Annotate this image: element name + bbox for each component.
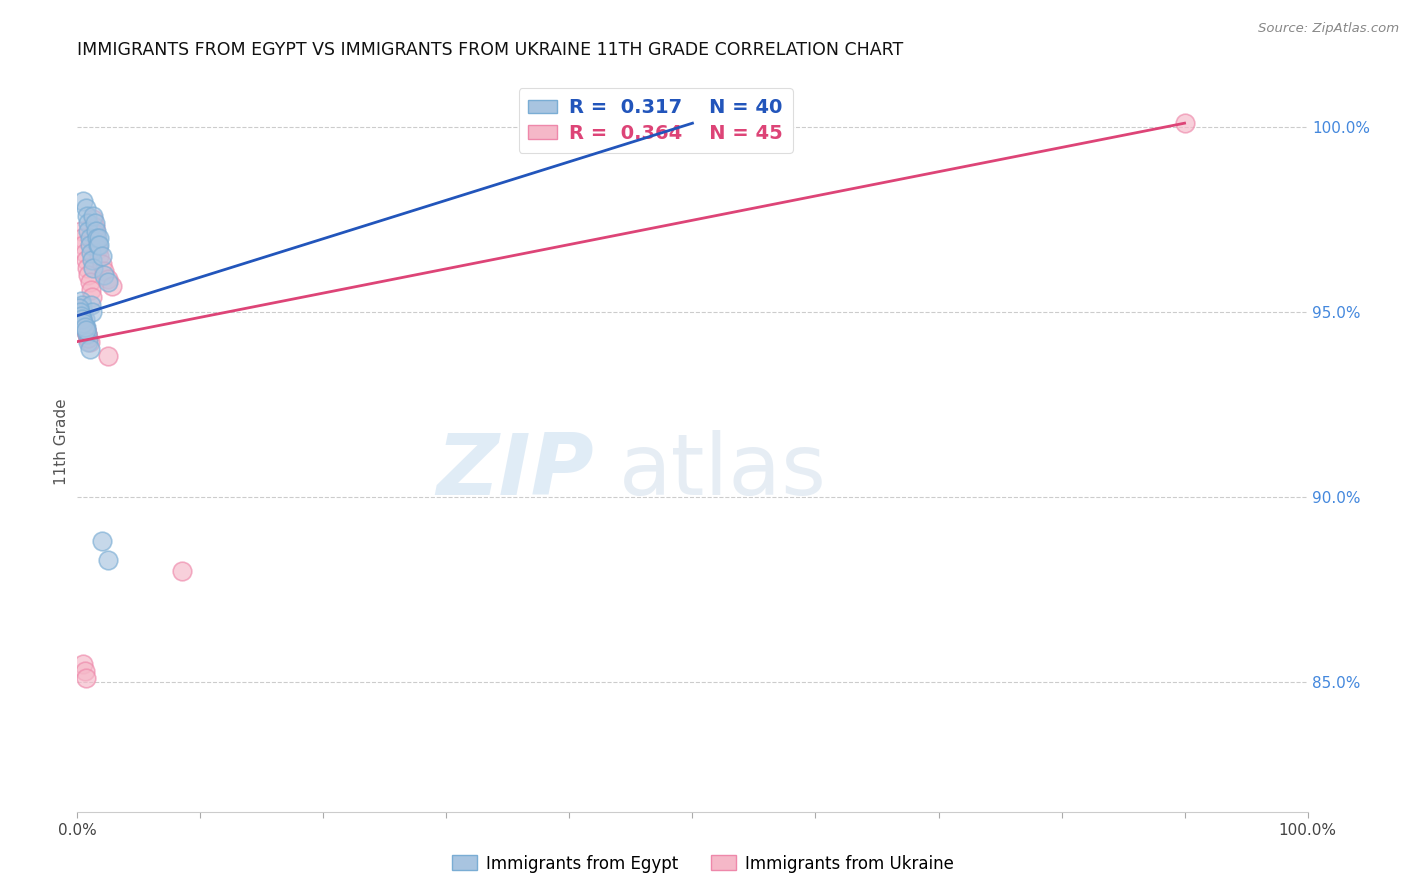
Point: [75, 253, 97, 268]
Point: [77, 216, 100, 230]
Point: [70, 309, 93, 323]
Point: [69, 305, 91, 319]
Point: [70, 312, 93, 326]
Point: [76, 327, 98, 342]
Point: [76, 209, 98, 223]
Point: [67, 301, 90, 316]
Point: [86, 235, 108, 249]
Point: [79, 231, 101, 245]
Point: [75, 323, 97, 337]
Point: [70, 223, 93, 237]
Point: [70, 297, 93, 311]
Point: [76, 260, 98, 275]
Point: [75, 202, 97, 216]
Point: [97, 276, 120, 290]
Point: [86, 231, 108, 245]
Point: [77, 331, 100, 345]
Point: [76, 327, 98, 342]
Point: [72, 305, 94, 319]
Point: [70, 231, 93, 245]
Point: [73, 245, 96, 260]
Point: [75, 323, 97, 337]
Point: [72, 316, 94, 330]
Point: [73, 312, 96, 326]
Point: [75, 672, 97, 686]
Point: [69, 305, 91, 319]
Point: [72, 238, 94, 252]
Point: [73, 319, 96, 334]
Point: [97, 271, 120, 285]
Point: [72, 657, 94, 671]
Point: [82, 209, 104, 223]
Point: [82, 290, 104, 304]
Point: [67, 301, 90, 316]
Point: [84, 227, 107, 242]
Y-axis label: 11th Grade: 11th Grade: [53, 398, 69, 485]
Point: [1174, 116, 1197, 130]
Point: [93, 268, 115, 282]
Point: [82, 305, 104, 319]
Point: [67, 301, 90, 316]
Point: [70, 309, 93, 323]
Point: [69, 305, 91, 319]
Point: [89, 238, 111, 252]
Text: atlas: atlas: [619, 430, 827, 513]
Text: IMMIGRANTS FROM EGYPT VS IMMIGRANTS FROM UKRAINE 11TH GRADE CORRELATION CHART: IMMIGRANTS FROM EGYPT VS IMMIGRANTS FROM…: [77, 41, 904, 59]
Point: [72, 316, 94, 330]
Point: [83, 216, 105, 230]
Point: [73, 319, 96, 334]
Point: [82, 260, 104, 275]
Point: [77, 334, 100, 349]
Text: Source: ZipAtlas.com: Source: ZipAtlas.com: [1258, 22, 1399, 36]
Point: [87, 238, 110, 252]
Point: [70, 312, 93, 326]
Legend: R =  0.317    N = 40, R =  0.364    N = 45: R = 0.317 N = 40, R = 0.364 N = 45: [519, 88, 793, 153]
Point: [80, 297, 103, 311]
Point: [101, 279, 124, 293]
Point: [90, 257, 114, 271]
Point: [77, 223, 100, 237]
Point: [70, 293, 93, 308]
Point: [72, 194, 94, 208]
Text: ZIP: ZIP: [436, 430, 595, 513]
Legend: Immigrants from Egypt, Immigrants from Ukraine: Immigrants from Egypt, Immigrants from U…: [446, 848, 960, 880]
Point: [97, 350, 120, 364]
Point: [70, 312, 93, 326]
Point: [83, 219, 105, 234]
Point: [79, 342, 101, 356]
Point: [87, 242, 110, 256]
Point: [79, 334, 101, 349]
Point: [90, 534, 114, 549]
Point: [79, 238, 101, 252]
Point: [82, 253, 104, 268]
Point: [77, 268, 100, 282]
Point: [77, 331, 100, 345]
Point: [84, 223, 107, 237]
Point: [82, 212, 104, 227]
Point: [79, 276, 101, 290]
Point: [89, 231, 111, 245]
Point: [97, 553, 120, 567]
Point: [72, 316, 94, 330]
Point: [170, 564, 193, 578]
Point: [70, 309, 93, 323]
Point: [73, 664, 96, 678]
Point: [76, 327, 98, 342]
Point: [93, 264, 115, 278]
Point: [80, 245, 103, 260]
Point: [75, 323, 97, 337]
Point: [73, 319, 96, 334]
Point: [75, 319, 97, 334]
Point: [89, 249, 111, 263]
Point: [90, 249, 114, 263]
Point: [80, 283, 103, 297]
Point: [682, 116, 704, 130]
